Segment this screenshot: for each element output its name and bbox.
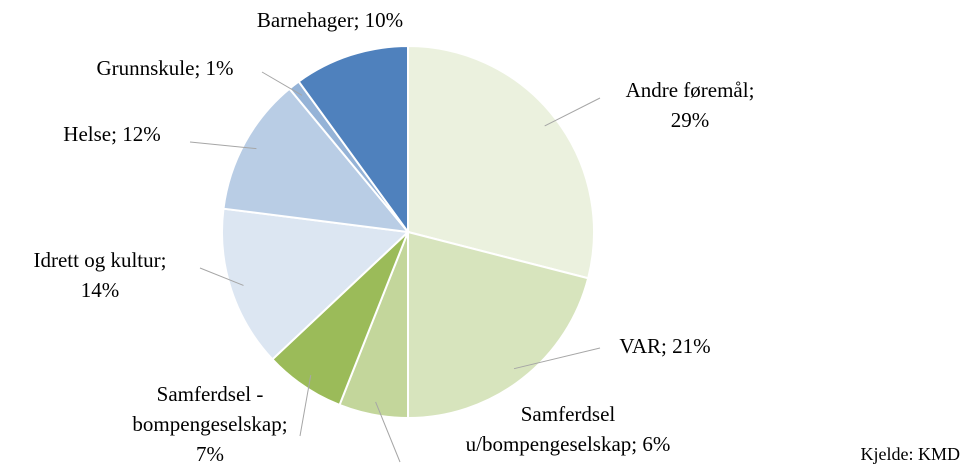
pie-slice [407, 44, 595, 280]
leader-line [544, 97, 601, 127]
data-label: VAR; 21% [619, 334, 710, 358]
pie-slice [297, 44, 409, 236]
leader-line [375, 401, 401, 463]
data-label: 7% [196, 442, 224, 466]
source-note: Kjelde: KMD [861, 444, 960, 464]
data-label: bompengeselskap; [132, 412, 287, 436]
pie-slice [222, 87, 411, 234]
data-label: Helse; 12% [63, 122, 160, 146]
pie-slice [221, 207, 411, 361]
data-label: Samferdsel [521, 402, 616, 426]
data-label: Samferdsel - [157, 382, 264, 406]
data-label: 29% [671, 108, 710, 132]
data-label: 14% [81, 278, 120, 302]
leader-line [513, 347, 601, 370]
pie-slice [407, 230, 590, 420]
leader-line [189, 141, 257, 150]
data-label: Barnehager; 10% [257, 8, 403, 32]
leader-line [299, 374, 312, 437]
leader-line [261, 71, 303, 96]
data-label: Idrett og kultur; [34, 248, 167, 272]
data-label: u/bompengeselskap; 6% [466, 432, 671, 456]
data-label: Grunnskule; 1% [96, 56, 233, 80]
data-label: Andre føremål; [626, 78, 755, 102]
leader-line [199, 267, 244, 286]
